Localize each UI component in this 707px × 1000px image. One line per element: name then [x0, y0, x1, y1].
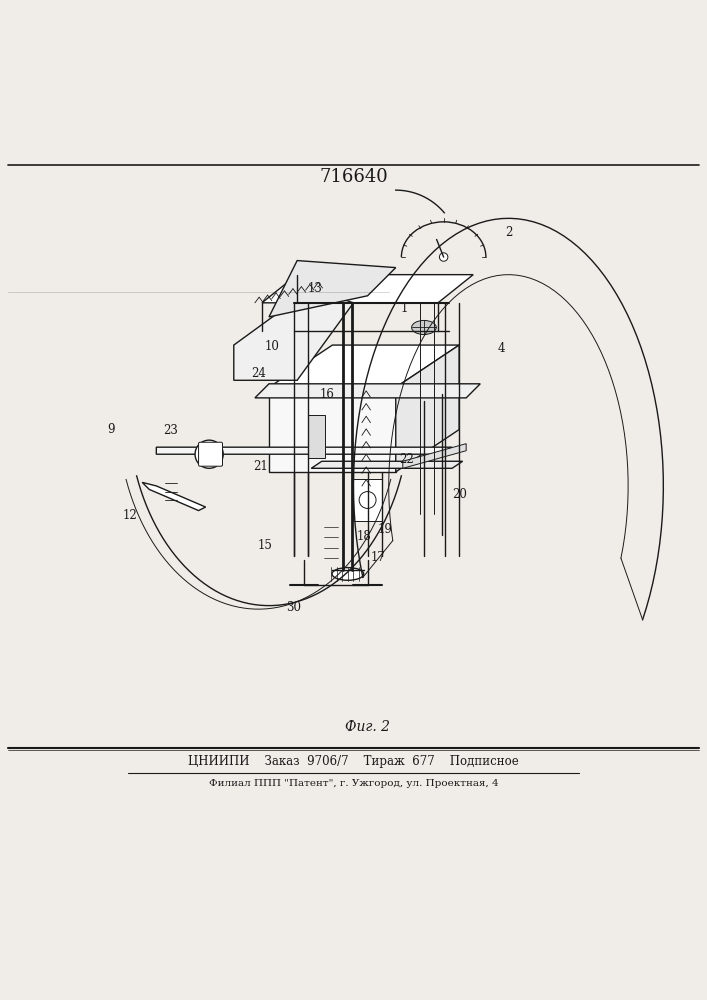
Text: 16: 16 — [320, 388, 334, 401]
Text: 13: 13 — [308, 282, 322, 295]
Polygon shape — [354, 479, 382, 521]
Circle shape — [440, 253, 448, 261]
Text: 12: 12 — [122, 509, 137, 522]
Text: 15: 15 — [258, 539, 273, 552]
Text: 4: 4 — [498, 342, 505, 355]
Text: 17: 17 — [370, 551, 385, 564]
Polygon shape — [396, 345, 459, 472]
Circle shape — [359, 492, 376, 508]
Text: 2: 2 — [505, 226, 512, 239]
FancyBboxPatch shape — [199, 442, 223, 466]
Text: 716640: 716640 — [319, 168, 388, 186]
Text: 18: 18 — [357, 530, 371, 543]
Text: 10: 10 — [265, 340, 280, 353]
Polygon shape — [269, 261, 396, 317]
Ellipse shape — [411, 320, 436, 335]
Text: 20: 20 — [452, 488, 467, 501]
Polygon shape — [142, 482, 206, 511]
Ellipse shape — [332, 568, 363, 580]
Text: 30: 30 — [286, 601, 301, 614]
Text: 9: 9 — [107, 423, 115, 436]
Polygon shape — [262, 275, 473, 303]
Bar — [308, 415, 325, 458]
Circle shape — [195, 440, 223, 468]
Text: 21: 21 — [253, 460, 268, 473]
Text: 1: 1 — [401, 302, 408, 315]
Text: 22: 22 — [399, 453, 414, 466]
Polygon shape — [234, 289, 354, 380]
Text: 24: 24 — [251, 367, 266, 380]
Polygon shape — [403, 444, 466, 468]
Text: Фиг. 2: Фиг. 2 — [345, 720, 390, 734]
Polygon shape — [311, 461, 462, 468]
Text: 23: 23 — [163, 424, 178, 437]
Polygon shape — [255, 384, 480, 398]
Polygon shape — [156, 447, 452, 454]
Text: Филиал ППП "Патент", г. Ужгород, ул. Проектная, 4: Филиал ППП "Патент", г. Ужгород, ул. Про… — [209, 779, 498, 788]
Text: ЦНИИПИ    Заказ  9706/7    Тираж  677    Подписное: ЦНИИПИ Заказ 9706/7 Тираж 677 Подписное — [188, 755, 519, 768]
Circle shape — [204, 449, 215, 460]
Polygon shape — [269, 345, 459, 387]
Polygon shape — [269, 387, 396, 472]
Text: 19: 19 — [378, 523, 392, 536]
